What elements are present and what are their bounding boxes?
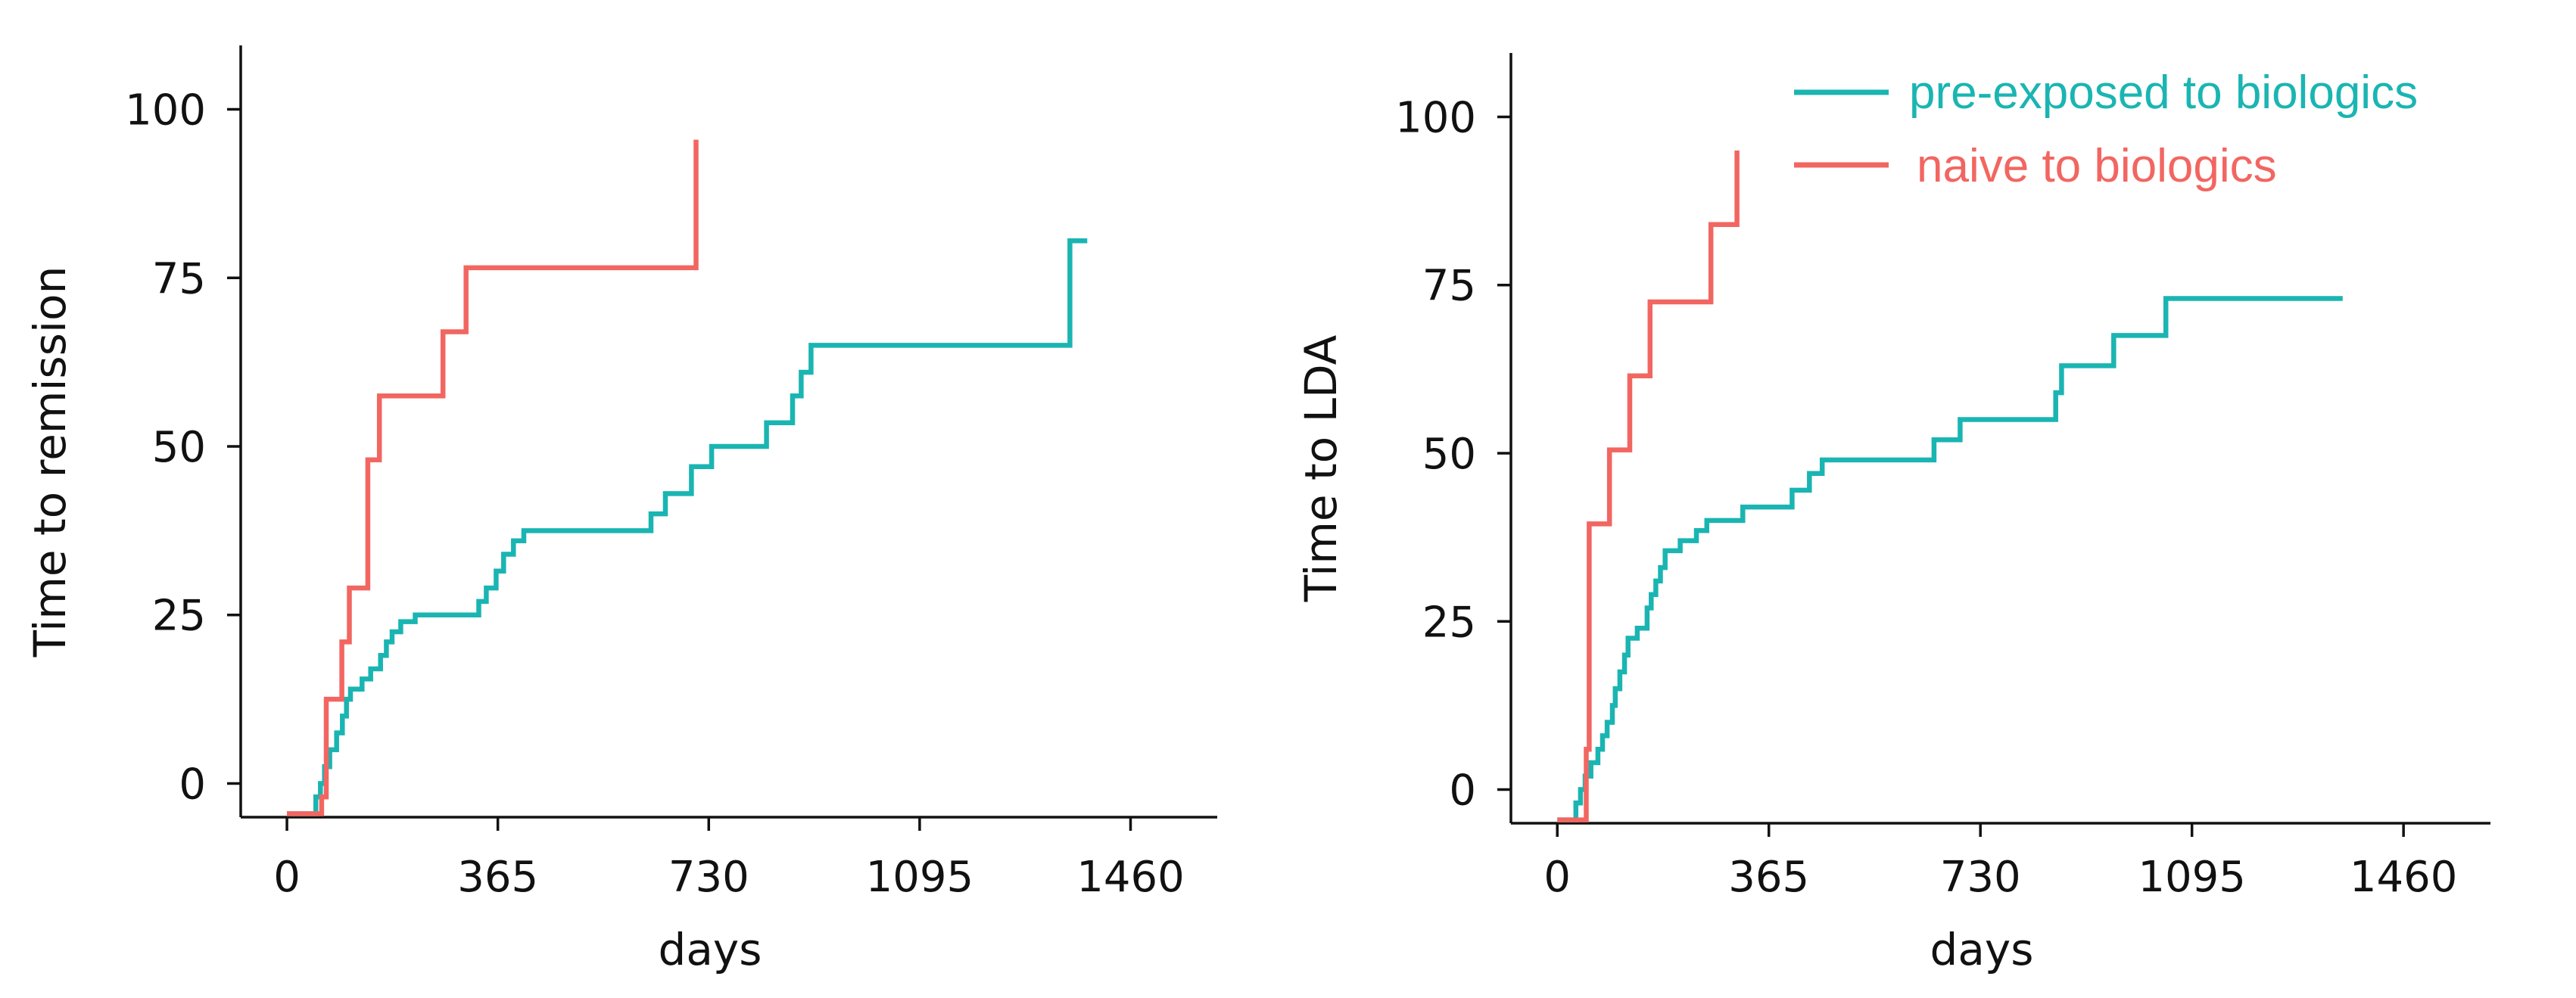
x-axis-title: days — [659, 924, 762, 975]
legend: pre-exposed to biologics naive to biolog… — [1794, 67, 2418, 192]
x-axis-title: days — [1930, 924, 2034, 975]
y-tick-label: 100 — [1395, 93, 1476, 142]
x-tick-label: 1460 — [1076, 853, 1185, 902]
x-tick-label: 730 — [1940, 853, 2021, 902]
series-line-pre-exposed — [287, 238, 1088, 816]
x-tick-label: 730 — [668, 853, 749, 902]
y-tick-label: 25 — [1422, 598, 1476, 647]
x-tick-label: 1095 — [866, 853, 974, 902]
legend-label-naive: naive to biologics — [1917, 140, 2277, 192]
series-line-pre-exposed — [1557, 296, 2343, 822]
x-tick-label: 0 — [273, 853, 301, 902]
y-tick-label: 75 — [152, 254, 206, 303]
x-tick-label: 365 — [1728, 853, 1809, 902]
x-tick-label: 1460 — [2350, 853, 2458, 902]
x-tick-label: 1095 — [2138, 853, 2246, 902]
series-line-naive — [287, 139, 699, 816]
y-tick-label: 50 — [152, 423, 206, 472]
panel-right-lda: 0 25 50 75 100 0 365 730 1095 1460 days Time to LDA — [1295, 53, 2490, 975]
legend-label-pre-exposed: pre-exposed to biologics — [1909, 67, 2418, 119]
y-axis-title: Time to remission — [24, 266, 76, 658]
y-tick-label: 75 — [1422, 262, 1476, 311]
panel-left-remission: 0 25 50 75 100 0 365 730 1095 1460 days Time to rem… — [24, 45, 1217, 975]
y-axis-title: Time to LDA — [1295, 334, 1347, 602]
x-tick-label: 365 — [457, 853, 538, 902]
x-tick-label: 0 — [1543, 853, 1571, 902]
y-tick-label: 25 — [152, 592, 206, 641]
series-line-naive — [1557, 150, 1740, 822]
y-tick-label: 100 — [125, 86, 206, 135]
y-tick-label: 50 — [1422, 430, 1476, 479]
y-tick-label: 0 — [179, 760, 206, 809]
y-tick-label: 0 — [1449, 766, 1476, 816]
